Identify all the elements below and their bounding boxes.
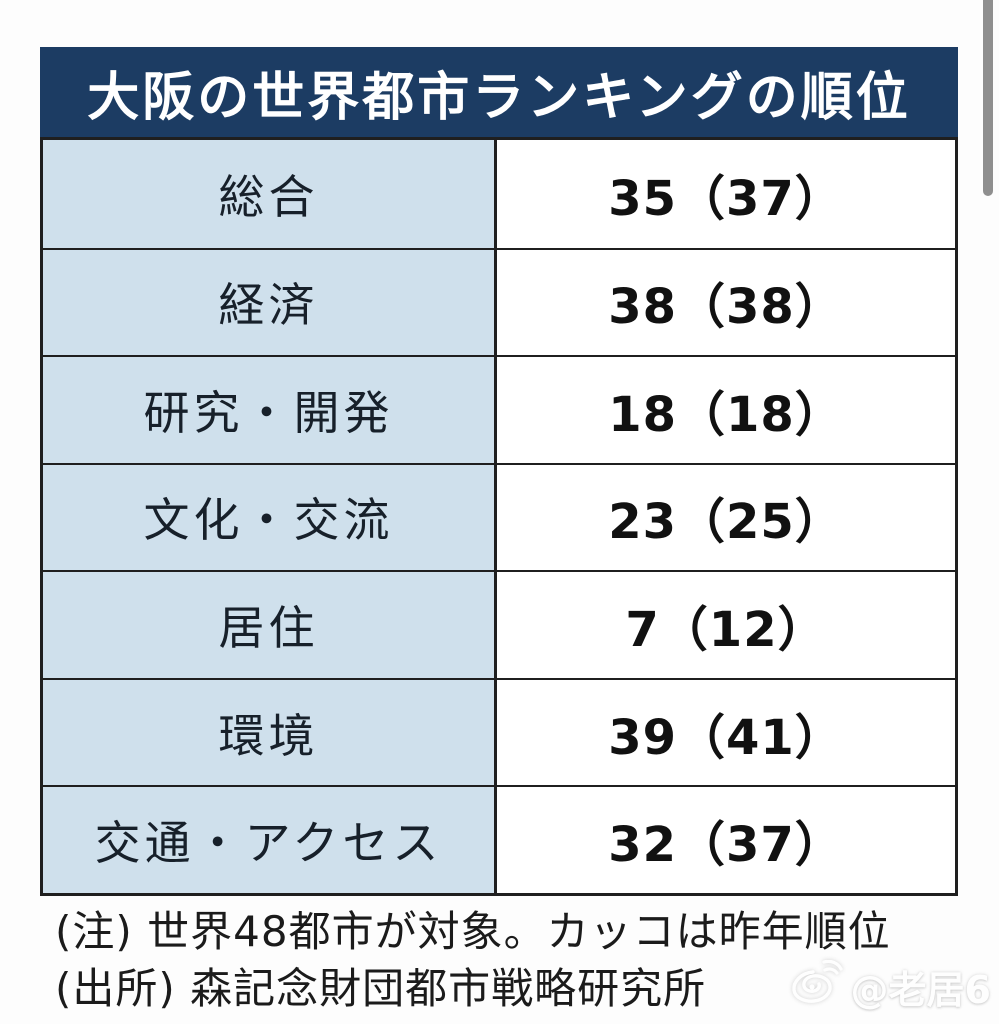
category-cell: 総合	[43, 140, 497, 248]
category-cell: 居住	[43, 572, 497, 678]
footnote-source: (出所) 森記念財団都市戦略研究所	[55, 964, 707, 1013]
category-cell: 交通・アクセス	[43, 787, 497, 893]
rank-cell: 23（25）	[497, 464, 955, 571]
category-cell: 経済	[43, 249, 497, 356]
table-title: 大阪の世界都市ランキングの順位	[40, 47, 958, 137]
table-row: 環境 39（41）	[43, 677, 955, 786]
table-row: 交通・アクセス 32（37）	[43, 785, 955, 893]
watermark-text: @老居6	[850, 968, 991, 1012]
rank-cell: 18（18）	[497, 357, 955, 463]
category-cell: 環境	[43, 679, 497, 786]
watermark: @老居6	[791, 959, 991, 1014]
table-body: 総合 35（37） 経済 38（38） 研究・開発 18（18） 文化・交流 2…	[40, 137, 958, 896]
footnote-scope: (注) 世界48都市が対象。カッコは昨年順位	[55, 907, 891, 956]
category-cell: 研究・開発	[43, 357, 497, 463]
table-row: 居住 7（12）	[43, 570, 955, 678]
ranking-table: 大阪の世界都市ランキングの順位 総合 35（37） 経済 38（38） 研究・開…	[40, 47, 958, 896]
footnotes: (注) 世界48都市が対象。カッコは昨年順位 (出所) 森記念財団都市戦略研究所	[55, 903, 891, 1017]
rank-cell: 35（37）	[497, 140, 955, 248]
category-cell: 文化・交流	[43, 464, 497, 571]
table-row: 文化・交流 23（25）	[43, 462, 955, 571]
rank-cell: 32（37）	[497, 787, 955, 893]
rank-cell: 38（38）	[497, 249, 955, 356]
table-row: 経済 38（38）	[43, 247, 955, 356]
rank-cell: 39（41）	[497, 679, 955, 786]
table-row: 研究・開発 18（18）	[43, 355, 955, 463]
table-row: 総合 35（37）	[43, 140, 955, 248]
scrollbar-thumb[interactable]	[983, 0, 993, 196]
rank-cell: 7（12）	[497, 572, 955, 678]
weibo-icon	[791, 959, 843, 1013]
